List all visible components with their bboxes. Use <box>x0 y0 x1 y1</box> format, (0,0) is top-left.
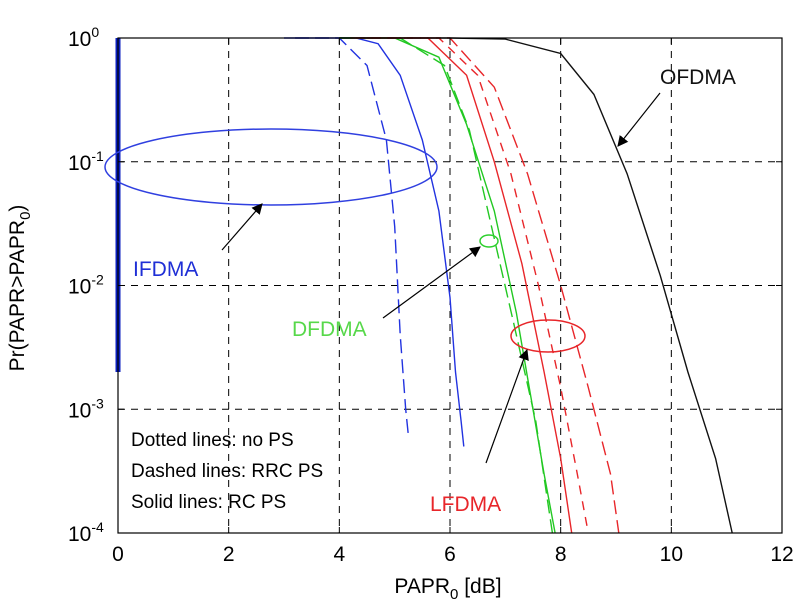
lfdma-solid-line <box>350 37 573 534</box>
y-tick-label: 10-2 <box>68 272 104 299</box>
dfdma-group-ellipse <box>479 234 499 248</box>
axis-ticks: 0 2 4 6 8 10 12 100 10-1 10-2 10-3 10-4 <box>68 24 794 566</box>
x-tick-label: 0 <box>112 543 124 566</box>
lfdma-label: LFDMA <box>430 493 501 516</box>
y-tick-label: 10-4 <box>68 519 104 546</box>
ifdma-dashed-line <box>295 37 410 437</box>
lfdma-dashed-line <box>367 37 620 534</box>
ifdma-group-ellipse <box>104 128 438 206</box>
grid-lines <box>118 38 782 533</box>
x-tick-label: 12 <box>770 543 793 566</box>
y-tick-label: 10-1 <box>68 148 104 175</box>
y-tick-label: 10-3 <box>68 395 104 422</box>
dfdma-arrow <box>382 246 481 319</box>
note-dashed: Dashed lines: RRC PS <box>131 461 323 482</box>
ifdma-label: IFDMA <box>133 258 198 281</box>
lfdma-group-ellipse <box>510 319 586 353</box>
ofdma-label: OFDMA <box>660 66 736 89</box>
ifdma-solid-line <box>284 37 465 447</box>
x-tick-label: 4 <box>333 543 345 566</box>
x-axis-title: PAPR0 [dB] <box>394 575 501 603</box>
ofdma-arrow <box>617 92 661 147</box>
lfdma-dotted-line <box>355 37 589 534</box>
lfdma-arrow <box>485 348 529 464</box>
dfdma-dashed-line <box>339 37 554 534</box>
y-axis-title: Pr(PAPR>PAPR0) <box>6 205 34 372</box>
x-tick-label: 10 <box>660 543 683 566</box>
x-tick-label: 6 <box>444 543 456 566</box>
ifdma-arrow <box>221 203 263 251</box>
y-tick-label: 100 <box>68 24 99 51</box>
dfdma-label: DFDMA <box>292 318 367 341</box>
x-tick-label: 2 <box>223 543 235 566</box>
note-solid: Solid lines: RC PS <box>131 492 286 513</box>
note-dotted: Dotted lines: no PS <box>131 430 294 451</box>
x-tick-label: 8 <box>555 543 567 566</box>
